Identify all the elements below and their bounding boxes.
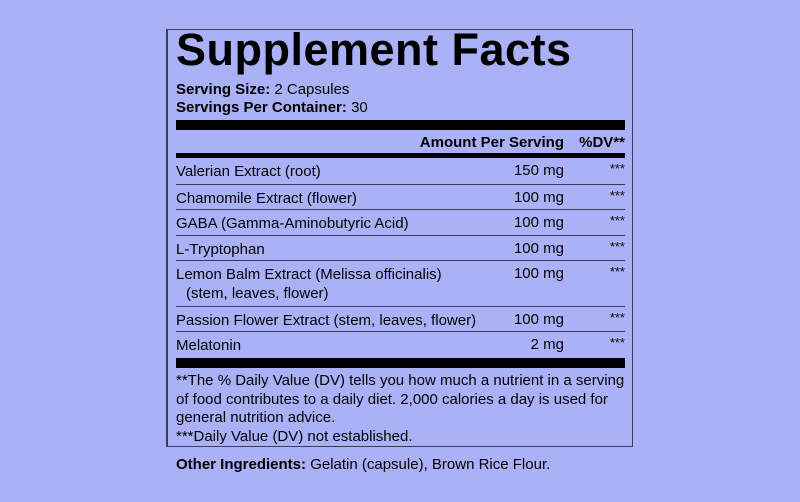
thick-divider [176,120,625,130]
dv-header: %DV** [579,134,625,151]
table-row: L-Tryptophan 100 mg *** [176,236,625,261]
medium-divider [176,153,625,158]
ingredient-name: L-Tryptophan [176,241,265,258]
ingredient-dv: *** [609,161,625,176]
ingredient-dv: *** [609,188,625,203]
ingredient-amount: 150 mg [513,162,564,179]
panel-title: Supplement Facts [176,24,572,75]
ingredient-dv: *** [609,239,625,254]
not-established-footnote: ***Daily Value (DV) not established. [176,427,413,445]
dv-footnote: **The % Daily Value (DV) tells you how m… [176,372,625,426]
ingredient-amount: 100 mg [513,214,564,231]
other-ingredients-value: Gelatin (capsule), Brown Rice Flour. [310,456,551,473]
ingredient-name: Lemon Balm Extract (Melissa officinalis)… [176,265,442,303]
servings-per-container: Servings Per Container: 30 [176,99,368,116]
ingredient-dv: *** [609,310,625,325]
table-row: Lemon Balm Extract (Melissa officinalis)… [176,261,625,307]
servings-value: 30 [351,99,368,116]
amount-header: Amount Per Serving [419,134,564,151]
ingredient-amount: 100 mg [513,265,564,282]
ingredient-name-line2: (stem, leaves, flower) [186,285,329,302]
ingredient-dv: *** [609,264,625,279]
table-row: Passion Flower Extract (stem, leaves, fl… [176,307,625,332]
ingredient-name: GABA (Gamma-Aminobutyric Acid) [176,215,409,232]
other-ingredients: Other Ingredients: Gelatin (capsule), Br… [176,456,550,473]
ingredient-name: Chamomile Extract (flower) [176,190,357,207]
serving-size: Serving Size: 2 Capsules [176,81,349,98]
ingredient-amount: 100 mg [513,311,564,328]
thick-divider [176,358,625,368]
ingredient-dv: *** [609,213,625,228]
table-row: Chamomile Extract (flower) 100 mg *** [176,185,625,210]
servings-label: Servings Per Container: [176,99,347,116]
table-row: Melatonin 2 mg *** [176,332,625,357]
ingredient-amount: 100 mg [513,189,564,206]
ingredient-name: Passion Flower Extract (stem, leaves, fl… [176,312,477,329]
ingredient-name: Melatonin [176,337,242,354]
serving-size-label: Serving Size: [176,81,271,98]
ingredient-dv: *** [609,335,625,350]
table-row: Valerian Extract (root) 150 mg *** [176,158,625,185]
serving-size-value: 2 Capsules [274,81,350,98]
other-ingredients-label: Other Ingredients: [176,456,307,473]
footnote: **The % Daily Value (DV) tells you how m… [176,372,631,446]
ingredient-amount: 2 mg [530,336,564,353]
supplement-facts-panel [166,29,633,447]
ingredient-name-line1: Lemon Balm Extract (Melissa officinalis) [176,266,442,283]
table-row: GABA (Gamma-Aminobutyric Acid) 100 mg *** [176,210,625,236]
ingredient-amount: 100 mg [513,240,564,257]
ingredient-name: Valerian Extract (root) [176,163,321,180]
